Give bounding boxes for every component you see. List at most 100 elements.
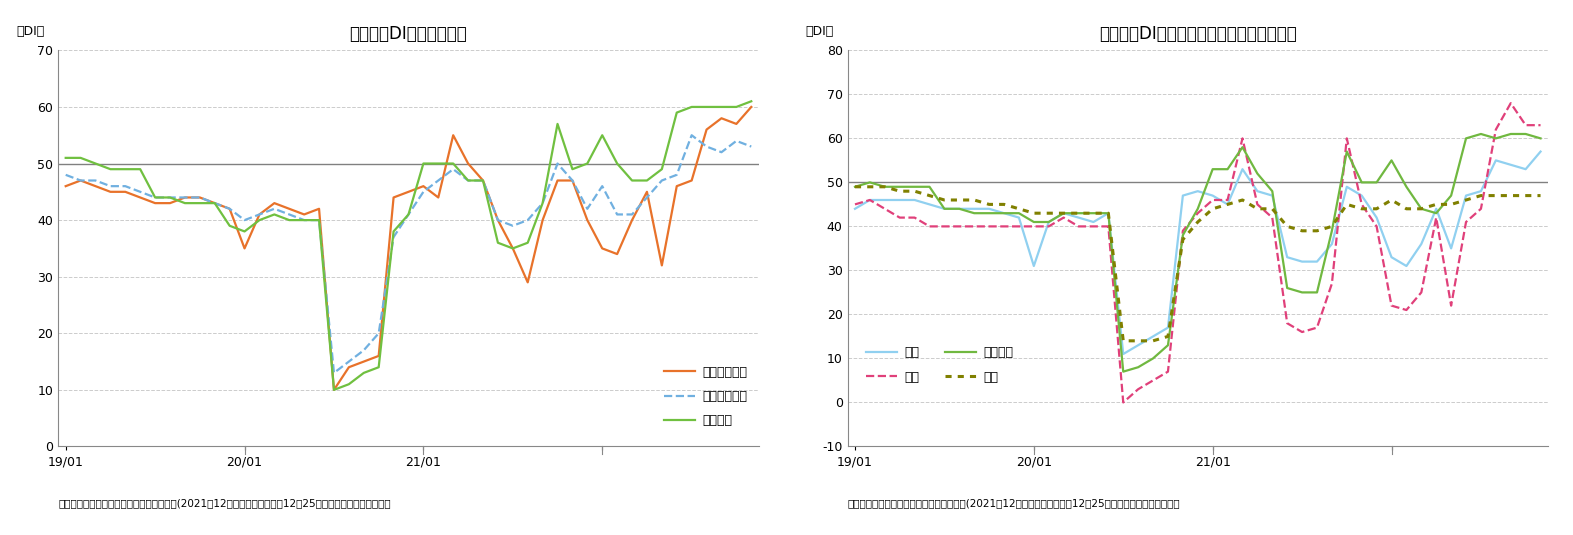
Line: サービス: サービス [856,134,1540,372]
飲食 [1307,324,1326,331]
サービス [934,205,953,212]
飲食 [1516,122,1535,128]
住宅 [1516,193,1535,199]
雇用関連 [206,200,225,207]
サービス [994,210,1013,216]
小売 [1367,215,1386,221]
サービス [1233,144,1252,150]
飲食 [860,197,879,203]
サービス [950,205,969,212]
雇用関連 [444,160,462,167]
家計動向関連 [713,115,731,121]
企業動向関連 [533,200,552,207]
雇用関連 [727,104,746,110]
家計動向関連 [310,205,329,212]
家計動向関連 [116,189,135,195]
企業動向関連 [250,211,269,218]
住宅 [1100,210,1118,216]
住宅 [1024,210,1043,216]
小売 [1397,263,1416,269]
小売 [1293,258,1312,265]
飲食 [1397,307,1416,313]
住宅 [1427,201,1446,208]
サービス [1070,210,1089,216]
飲食 [1024,223,1043,230]
企業動向関連 [160,194,179,201]
サービス [846,184,865,190]
飲食 [1337,135,1356,142]
企業動向関連 [489,217,508,223]
サービス [1218,166,1236,172]
家計動向関連 [324,387,343,393]
雇用関連 [459,177,478,184]
家計動向関連 [190,194,209,201]
企業動向関連 [429,177,448,184]
Legend: 小売, 飲食, サービス, 住宅: 小売, 飲食, サービス, 住宅 [860,341,1018,389]
家計動向関連 [370,353,389,359]
企業動向関連 [577,205,596,212]
企業動向関連 [220,205,239,212]
サービス [1159,342,1178,348]
住宅 [950,197,969,203]
企業動向関連 [653,177,672,184]
小売 [1129,342,1148,348]
企業動向関連 [607,211,626,218]
雇用関連 [264,211,283,218]
雇用関連 [429,160,448,167]
Text: （出所）内閣府「景気ウォッチャー調査」(2021年12月調査、調査期間：12月25日から月末、季節調整値）: （出所）内閣府「景気ウォッチャー調査」(2021年12月調査、調査期間：12月2… [848,498,1180,508]
飲食 [1203,197,1222,203]
家計動向関連 [653,262,672,269]
飲食 [1367,223,1386,230]
住宅 [1040,210,1059,216]
住宅 [1337,201,1356,208]
雇用関連 [697,104,716,110]
住宅 [1277,223,1296,230]
企業動向関連 [727,137,746,144]
雇用関連 [577,160,596,167]
住宅 [1263,205,1282,212]
家計動向関連 [384,194,403,201]
企業動向関連 [190,194,209,201]
雇用関連 [324,387,343,393]
サービス [860,179,879,186]
小売 [1353,193,1372,199]
住宅 [860,184,879,190]
企業動向関連 [400,211,418,218]
Text: （DI）: （DI） [805,26,834,39]
家計動向関連 [131,194,149,201]
住宅 [1307,227,1326,234]
小売 [1114,351,1133,357]
企業動向関連 [280,211,299,218]
Legend: 家計動向関連, 企業動向関連, 雇用関連: 家計動向関連, 企業動向関連, 雇用関連 [659,361,752,432]
小売 [1144,333,1162,340]
家計動向関連 [489,217,508,223]
Line: 飲食: 飲食 [856,103,1540,402]
サービス [1397,184,1416,190]
企業動向関連 [503,223,522,229]
雇用関連 [503,245,522,251]
住宅 [1383,197,1402,203]
家計動向関連 [234,245,253,251]
小売 [1531,148,1549,155]
企業動向関連 [116,183,135,189]
企業動向関連 [414,189,433,195]
住宅 [1471,193,1490,199]
飲食 [1188,210,1206,216]
サービス [1293,289,1312,296]
飲食 [1084,223,1103,230]
飲食 [934,223,953,230]
雇用関連 [280,217,299,223]
サービス [1442,193,1461,199]
雇用関連 [607,160,626,167]
飲食 [1159,369,1178,375]
企業動向関連 [294,217,313,223]
Line: 雇用関連: 雇用関連 [66,101,752,390]
サービス [1024,219,1043,225]
サービス [1471,131,1490,137]
家計動向関連 [220,205,239,212]
家計動向関連 [414,183,433,189]
雇用関連 [294,217,313,223]
飲食 [1263,215,1282,221]
小売 [1040,219,1059,225]
サービス [1129,364,1148,370]
